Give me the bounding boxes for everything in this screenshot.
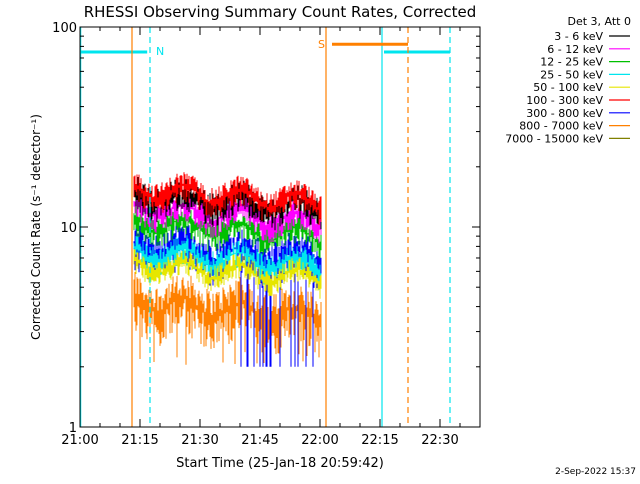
x-tick-label: 21:15	[121, 433, 158, 448]
series-trace	[133, 272, 322, 367]
y-tick-label: 10	[60, 221, 77, 236]
series-trace	[133, 235, 322, 290]
legend-header: Det 3, Att 0	[568, 15, 632, 28]
axes-layer: 21:00 21:15 21:30 21:45 22:00 22:15 22:30 1 10 10…	[52, 21, 480, 448]
series-trace	[133, 249, 322, 299]
legend-label: 50 - 100 keV	[533, 81, 603, 94]
legend-label: 25 - 50 keV	[540, 68, 603, 81]
x-tick-label: 22:15	[361, 433, 398, 448]
night-label: N	[156, 45, 164, 58]
x-tick-label: 21:45	[241, 433, 278, 448]
chart-title: RHESSI Observing Summary Count Rates, Co…	[84, 3, 477, 21]
footer-date: 2-Sep-2022 15:37	[555, 467, 636, 477]
x-tick-label: 22:00	[301, 433, 338, 448]
legend-label: 6 - 12 keV	[547, 43, 603, 56]
x-tick-label: 21:00	[61, 433, 98, 448]
series-trace	[133, 172, 322, 225]
y-tick-label: 100	[52, 21, 77, 36]
legend-label: 100 - 300 keV	[526, 94, 603, 107]
data-layer	[133, 172, 322, 367]
legend-label: 800 - 7000 keV	[519, 120, 603, 133]
y-axis-label: Corrected Count Rate (s⁻¹ detector⁻¹)	[29, 114, 43, 340]
x-axis-label: Start Time (25-Jan-18 20:59:42)	[176, 456, 384, 471]
x-tick-label: 22:30	[421, 433, 458, 448]
saa-label: S	[318, 38, 325, 51]
legend-label: 12 - 25 keV	[540, 56, 603, 69]
legend-label: 7000 - 15000 keV	[505, 132, 603, 145]
y-tick-label: 1	[69, 421, 77, 436]
legend-label: 300 - 800 keV	[526, 107, 603, 120]
x-tick-label: 21:30	[181, 433, 218, 448]
legend-label: 3 - 6 keV	[554, 30, 603, 43]
